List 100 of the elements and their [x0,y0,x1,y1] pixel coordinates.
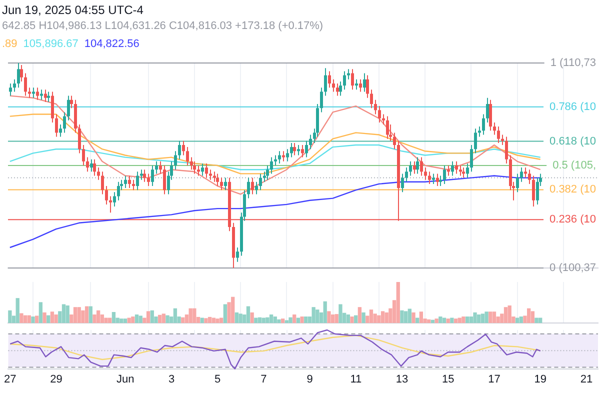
candlestick [78,124,81,154]
text: 104,822.56 [84,38,140,50]
ref-line-label: 1 (110,73 [550,57,596,70]
bar [208,316,212,323]
candlestick [524,167,527,178]
candlestick [259,173,262,191]
bar [446,318,450,323]
candlestick [405,167,408,182]
x-tick-label: 7 [260,373,267,386]
bar [216,318,220,323]
bar [280,318,285,323]
candlestick [520,167,523,182]
candlestick [486,97,489,123]
candlestick [251,177,254,195]
bar [31,316,35,323]
bar [277,319,281,323]
candlestick [532,175,535,207]
bar [146,311,150,323]
bar [416,318,420,323]
bar [400,310,404,323]
bar [254,318,258,323]
bar [462,316,466,323]
bar [408,308,412,323]
candlestick [443,165,446,184]
bar [158,314,162,323]
bar [312,307,316,323]
bar [219,318,224,323]
ref-line-label: 0.236 (10 [550,214,596,226]
candlestick [216,173,219,186]
candlestick [132,179,135,191]
bar [38,302,42,323]
bar [181,317,185,323]
bar [458,318,462,323]
candlestick [36,87,39,100]
candlestick [24,72,27,96]
candlestick [366,74,369,98]
bar [269,314,274,323]
candlestick [224,177,227,191]
candlestick [136,171,139,191]
bar [519,316,523,323]
candlestick [236,247,239,262]
bar [77,307,81,323]
bar [238,314,242,323]
bar [273,316,277,323]
bar [131,316,135,323]
candlestick [505,136,508,164]
candlestick [247,177,250,199]
candlestick [328,70,331,88]
candlestick [197,165,200,176]
bar [54,314,58,323]
chart-title: Jun 19, 2025 04:55 UTC-4 [2,3,144,17]
bar [212,318,216,323]
candlestick [278,150,281,164]
candlestick [470,144,473,172]
x-tick-label: 11 [350,373,362,386]
bar [123,318,128,323]
candlestick [528,169,531,184]
bar [84,306,89,323]
bar [223,304,227,323]
bar [100,314,104,323]
bar [465,316,470,323]
bar [396,282,400,323]
bar [112,312,116,323]
bar [327,311,331,323]
bar [354,315,358,323]
candlestick [266,165,269,180]
bar [96,310,100,323]
bar [296,318,300,323]
bar [162,314,166,323]
candlestick [209,169,212,180]
bar [250,312,254,323]
candlestick [393,132,396,150]
candlestick [255,181,258,195]
candlestick [378,106,381,123]
x-tick-label: Jun [116,373,134,386]
candlestick [201,162,204,176]
bar [173,308,178,323]
bar [73,307,78,323]
candlestick [409,160,412,176]
bar [284,320,288,323]
candlestick [489,99,492,132]
bar [304,316,308,323]
bar [138,316,142,323]
ref-line-label: 0.5 (105, [552,160,596,172]
ref-line-label: 0.382 (10 [550,184,596,196]
bar [484,312,488,323]
bar [442,318,446,323]
candlestick [163,165,166,195]
candlestick [478,126,481,138]
candlestick [101,171,104,195]
candlestick [128,175,131,189]
candlestick [270,156,273,174]
candlestick [109,196,112,214]
bar [373,314,377,323]
bar [108,318,112,323]
bar [362,312,366,323]
candlestick [447,165,450,176]
candlestick [374,99,377,115]
candlestick [59,124,62,138]
candlestick [297,144,300,156]
